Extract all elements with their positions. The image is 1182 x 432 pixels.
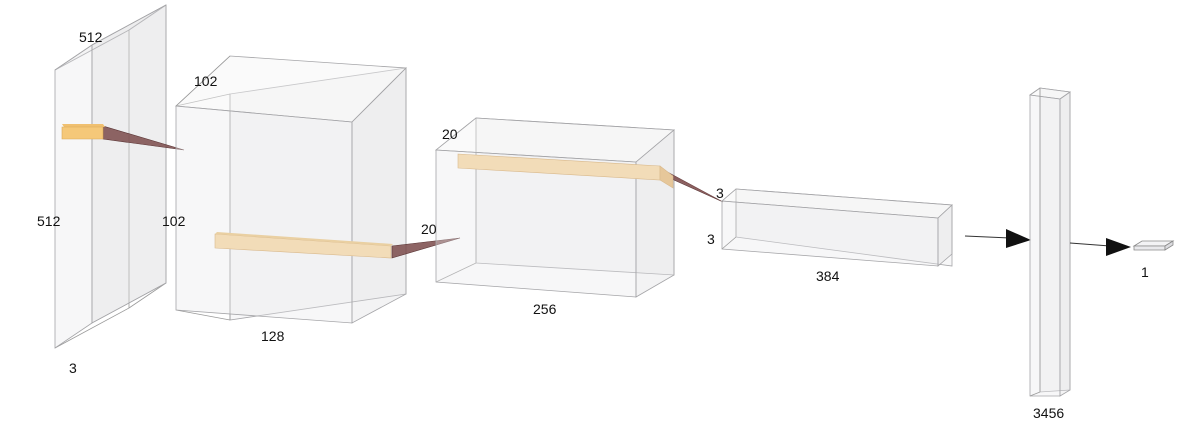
layer-3-kernel bbox=[457, 153, 724, 203]
layer-5-block bbox=[1028, 87, 1072, 397]
layer-1-kernel bbox=[61, 124, 185, 151]
layer-4-block bbox=[721, 188, 953, 267]
layer-2-kernel bbox=[214, 232, 461, 259]
layer-2-width-label: 128 bbox=[261, 328, 285, 344]
layer-6-block bbox=[1132, 240, 1175, 251]
layer-6-width-label: 1 bbox=[1141, 264, 1149, 280]
layer-3-width-label: 256 bbox=[533, 301, 557, 317]
layer-2-depth-label: 102 bbox=[194, 73, 218, 89]
layer-3-height-label: 20 bbox=[421, 221, 437, 237]
layer-5-width-label: 3456 bbox=[1033, 405, 1064, 421]
layer-4-height-label: 3 bbox=[707, 231, 715, 247]
arrow-4-to-5 bbox=[964, 229, 1031, 248]
layer-3-depth-label: 20 bbox=[442, 126, 458, 142]
layer-1-height-label: 512 bbox=[37, 213, 61, 229]
layer-1-block bbox=[54, 4, 167, 349]
layer-2-block bbox=[175, 55, 407, 324]
layer-4-depth-label: 3 bbox=[716, 185, 724, 201]
layer-2-height-label: 102 bbox=[162, 213, 186, 229]
layer-4-width-label: 384 bbox=[816, 268, 840, 284]
layer-1-depth-label: 512 bbox=[79, 29, 103, 45]
arrow-5-to-6 bbox=[1069, 238, 1131, 256]
layer-1-width-label: 3 bbox=[69, 360, 77, 376]
layer-3-block bbox=[434, 117, 676, 298]
